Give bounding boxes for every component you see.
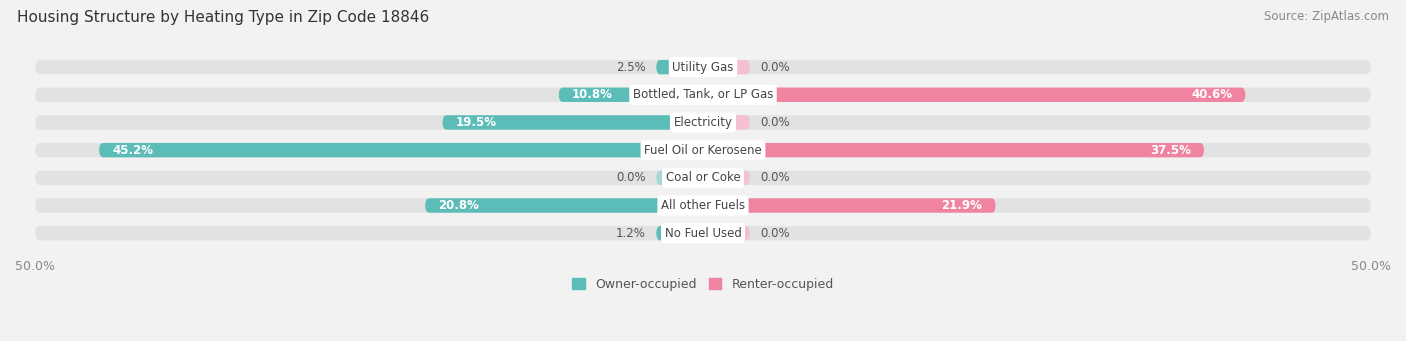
Text: 10.8%: 10.8% (572, 88, 613, 101)
FancyBboxPatch shape (558, 88, 703, 102)
FancyBboxPatch shape (703, 170, 749, 185)
FancyBboxPatch shape (703, 88, 1246, 102)
Text: Fuel Oil or Kerosene: Fuel Oil or Kerosene (644, 144, 762, 157)
Text: 37.5%: 37.5% (1150, 144, 1191, 157)
Text: 1.2%: 1.2% (616, 227, 645, 240)
Text: Housing Structure by Heating Type in Zip Code 18846: Housing Structure by Heating Type in Zip… (17, 10, 429, 25)
Text: 40.6%: 40.6% (1191, 88, 1232, 101)
Text: No Fuel Used: No Fuel Used (665, 227, 741, 240)
FancyBboxPatch shape (35, 226, 1371, 240)
FancyBboxPatch shape (703, 198, 995, 213)
FancyBboxPatch shape (703, 143, 1204, 157)
FancyBboxPatch shape (35, 88, 1371, 102)
Text: 2.5%: 2.5% (616, 61, 645, 74)
Text: All other Fuels: All other Fuels (661, 199, 745, 212)
FancyBboxPatch shape (35, 115, 1371, 130)
Text: 0.0%: 0.0% (761, 227, 790, 240)
FancyBboxPatch shape (703, 115, 749, 130)
Text: 0.0%: 0.0% (616, 171, 645, 184)
Text: 19.5%: 19.5% (456, 116, 496, 129)
Text: Source: ZipAtlas.com: Source: ZipAtlas.com (1264, 10, 1389, 23)
FancyBboxPatch shape (443, 115, 703, 130)
FancyBboxPatch shape (703, 226, 749, 240)
Text: Bottled, Tank, or LP Gas: Bottled, Tank, or LP Gas (633, 88, 773, 101)
Text: Electricity: Electricity (673, 116, 733, 129)
Text: 0.0%: 0.0% (761, 171, 790, 184)
Legend: Owner-occupied, Renter-occupied: Owner-occupied, Renter-occupied (568, 273, 838, 296)
Text: Coal or Coke: Coal or Coke (665, 171, 741, 184)
Text: 45.2%: 45.2% (112, 144, 153, 157)
FancyBboxPatch shape (35, 170, 1371, 185)
FancyBboxPatch shape (657, 60, 703, 74)
FancyBboxPatch shape (35, 60, 1371, 74)
Text: Utility Gas: Utility Gas (672, 61, 734, 74)
FancyBboxPatch shape (100, 143, 703, 157)
Text: 20.8%: 20.8% (439, 199, 479, 212)
FancyBboxPatch shape (657, 170, 703, 185)
Text: 0.0%: 0.0% (761, 61, 790, 74)
FancyBboxPatch shape (425, 198, 703, 213)
FancyBboxPatch shape (703, 60, 749, 74)
FancyBboxPatch shape (35, 198, 1371, 213)
Text: 21.9%: 21.9% (942, 199, 983, 212)
Text: 0.0%: 0.0% (761, 116, 790, 129)
FancyBboxPatch shape (35, 143, 1371, 157)
FancyBboxPatch shape (657, 226, 703, 240)
